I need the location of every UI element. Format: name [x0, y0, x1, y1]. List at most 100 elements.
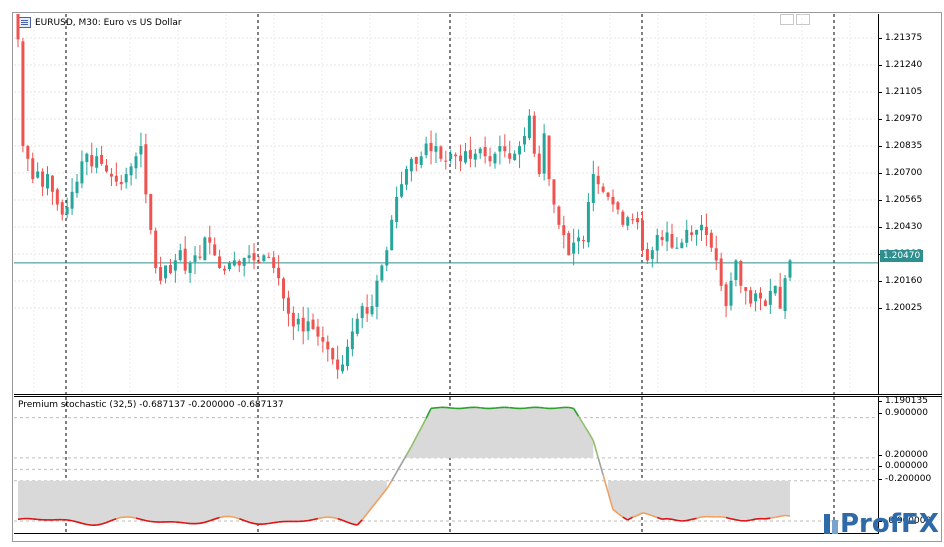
price-axis-label: 1.20160 [879, 276, 922, 286]
candle [631, 213, 634, 224]
candle [439, 145, 442, 161]
candle [346, 339, 349, 370]
candle [184, 236, 187, 274]
price-axis-label: 1.20970 [879, 114, 922, 124]
candle [385, 247, 388, 271]
candle [46, 166, 49, 195]
current-price-tag: 1.20470 [880, 250, 923, 262]
candle [282, 277, 285, 311]
candle [597, 166, 600, 194]
candles [17, 14, 792, 379]
candle [720, 253, 723, 291]
candle [26, 145, 29, 171]
candle [479, 147, 482, 159]
candle [656, 229, 659, 263]
price-axis-label: 1.20025 [879, 303, 922, 313]
candlestick-chart[interactable] [14, 14, 878, 395]
candle [341, 355, 344, 374]
candle [189, 261, 192, 283]
candle [351, 318, 354, 356]
candle [459, 145, 462, 172]
candle [587, 193, 590, 247]
candle [725, 282, 728, 317]
candle [425, 137, 428, 159]
candle [533, 111, 536, 157]
time-axis-line [14, 533, 878, 534]
candle [17, 14, 20, 47]
candle [194, 246, 197, 274]
candle [789, 259, 792, 281]
candle [493, 152, 496, 169]
candle [557, 205, 560, 229]
candle [71, 178, 74, 215]
candle [784, 275, 787, 319]
candle [21, 38, 24, 152]
candle [272, 251, 275, 273]
candle [371, 295, 374, 317]
candle [444, 151, 447, 170]
candle [543, 124, 546, 180]
candle [267, 253, 270, 259]
candle [208, 226, 211, 255]
candle [243, 258, 246, 277]
candle [149, 194, 152, 235]
candle [415, 157, 418, 172]
candle [238, 259, 241, 272]
candle [390, 215, 393, 250]
candle [326, 335, 329, 361]
candle [203, 236, 206, 260]
candle [139, 133, 142, 168]
indicator-axis-label: 0.200000 [879, 450, 928, 460]
candle [405, 166, 408, 190]
candle [651, 247, 654, 268]
price-axis-label: 1.20835 [879, 141, 922, 151]
candle [410, 157, 413, 181]
candle [670, 224, 673, 249]
candle [312, 314, 315, 330]
price-pane[interactable] [14, 14, 878, 395]
candle [375, 275, 378, 320]
candle [80, 151, 83, 189]
price-axis-label: 1.21240 [879, 60, 922, 70]
candle [498, 136, 501, 165]
candle [661, 230, 664, 246]
candle [607, 192, 610, 201]
candle [759, 287, 762, 310]
candle [120, 175, 123, 190]
candle [690, 225, 693, 241]
indicator-axis-label: 0.900000 [879, 408, 928, 418]
candle [469, 137, 472, 168]
candle [646, 243, 649, 264]
candle [292, 306, 295, 340]
candle [253, 243, 256, 269]
candle [710, 230, 713, 252]
candle [602, 183, 605, 193]
candle [61, 200, 64, 221]
candle [420, 151, 423, 168]
candle [90, 143, 93, 173]
candle [174, 254, 177, 283]
stochastic-chart[interactable] [14, 397, 878, 534]
indicator-pane[interactable] [14, 397, 878, 534]
candle [764, 299, 767, 307]
candle [262, 254, 265, 262]
candle [302, 307, 305, 345]
candle [611, 189, 614, 211]
candle [508, 141, 511, 164]
candle [198, 245, 201, 260]
candle [336, 346, 339, 379]
candle [734, 259, 737, 286]
price-axis-label: 1.21105 [879, 87, 922, 97]
candle [85, 153, 88, 175]
candle [36, 162, 39, 178]
indicator-axis-label: 1.190135 [879, 396, 928, 406]
candle [380, 264, 383, 282]
candle [154, 228, 157, 274]
candle [675, 237, 678, 249]
indicator-axis-label: -0.200000 [879, 474, 931, 484]
overbought-zone [406, 407, 593, 458]
candle [110, 168, 113, 186]
candle [115, 162, 118, 186]
